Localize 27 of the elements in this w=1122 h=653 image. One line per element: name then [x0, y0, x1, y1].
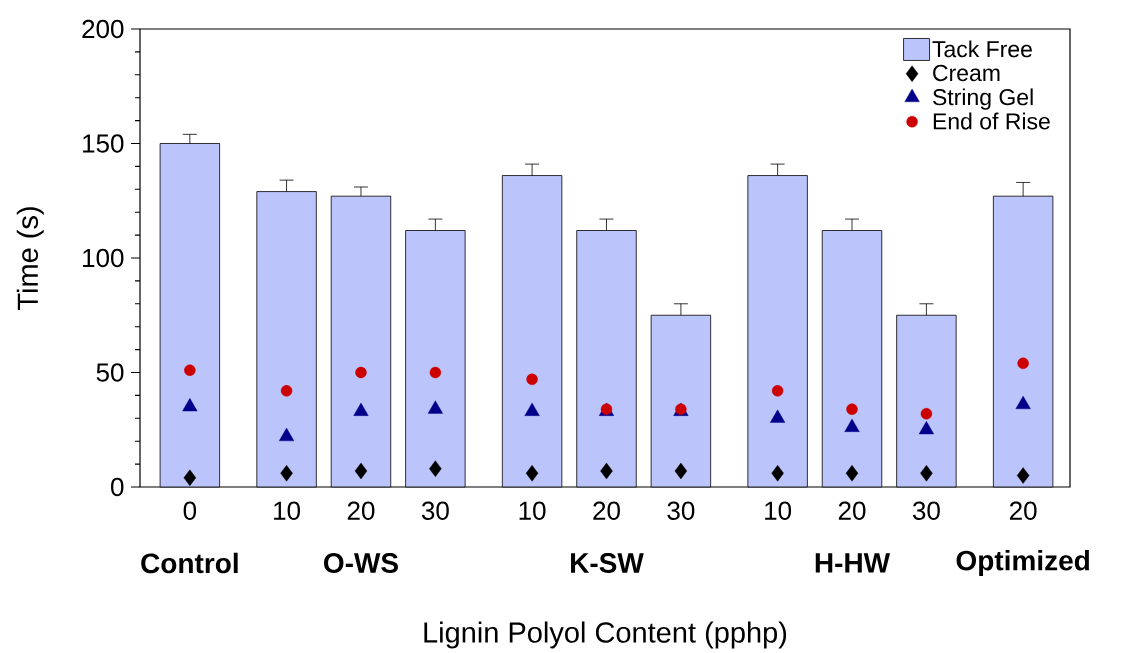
y-tick-label: 50 [96, 363, 124, 382]
x-tick-label: 10 [519, 501, 546, 520]
text: H-HW [815, 553, 891, 573]
x-tick-label: 20 [593, 501, 620, 520]
y-tick-label: 200 [82, 19, 124, 39]
y-tick-label: 0 [111, 477, 124, 497]
text: O-WS [324, 553, 398, 573]
x-axis-title: Lignin Polyol Content (pphp) [424, 621, 787, 649]
text: Control [141, 552, 238, 574]
x-tick-label: 30 [667, 501, 695, 520]
x-tick-label: 20 [347, 501, 375, 520]
text: K-SW [571, 553, 644, 573]
x-tick-label: 20 [1009, 501, 1037, 520]
x-tick-label: 10 [765, 501, 792, 520]
x-tick-label: 20 [838, 501, 866, 520]
legend-label: Cream [933, 64, 1000, 82]
y-tick-label: 100 [83, 248, 124, 268]
y-tick-label: 150 [83, 134, 124, 153]
legend-label: String Gel [933, 88, 1033, 110]
text: Optimized [956, 549, 1089, 577]
x-tick-label: 30 [421, 501, 449, 520]
x-tick-label: 0 [183, 501, 197, 520]
y-axis-title: Time (s) [16, 207, 44, 310]
x-tick-label: 10 [274, 501, 301, 520]
legend-label: End of Rise [933, 112, 1050, 130]
legend-label: Tack Free [932, 40, 1032, 58]
x-tick-label: 30 [912, 501, 940, 520]
